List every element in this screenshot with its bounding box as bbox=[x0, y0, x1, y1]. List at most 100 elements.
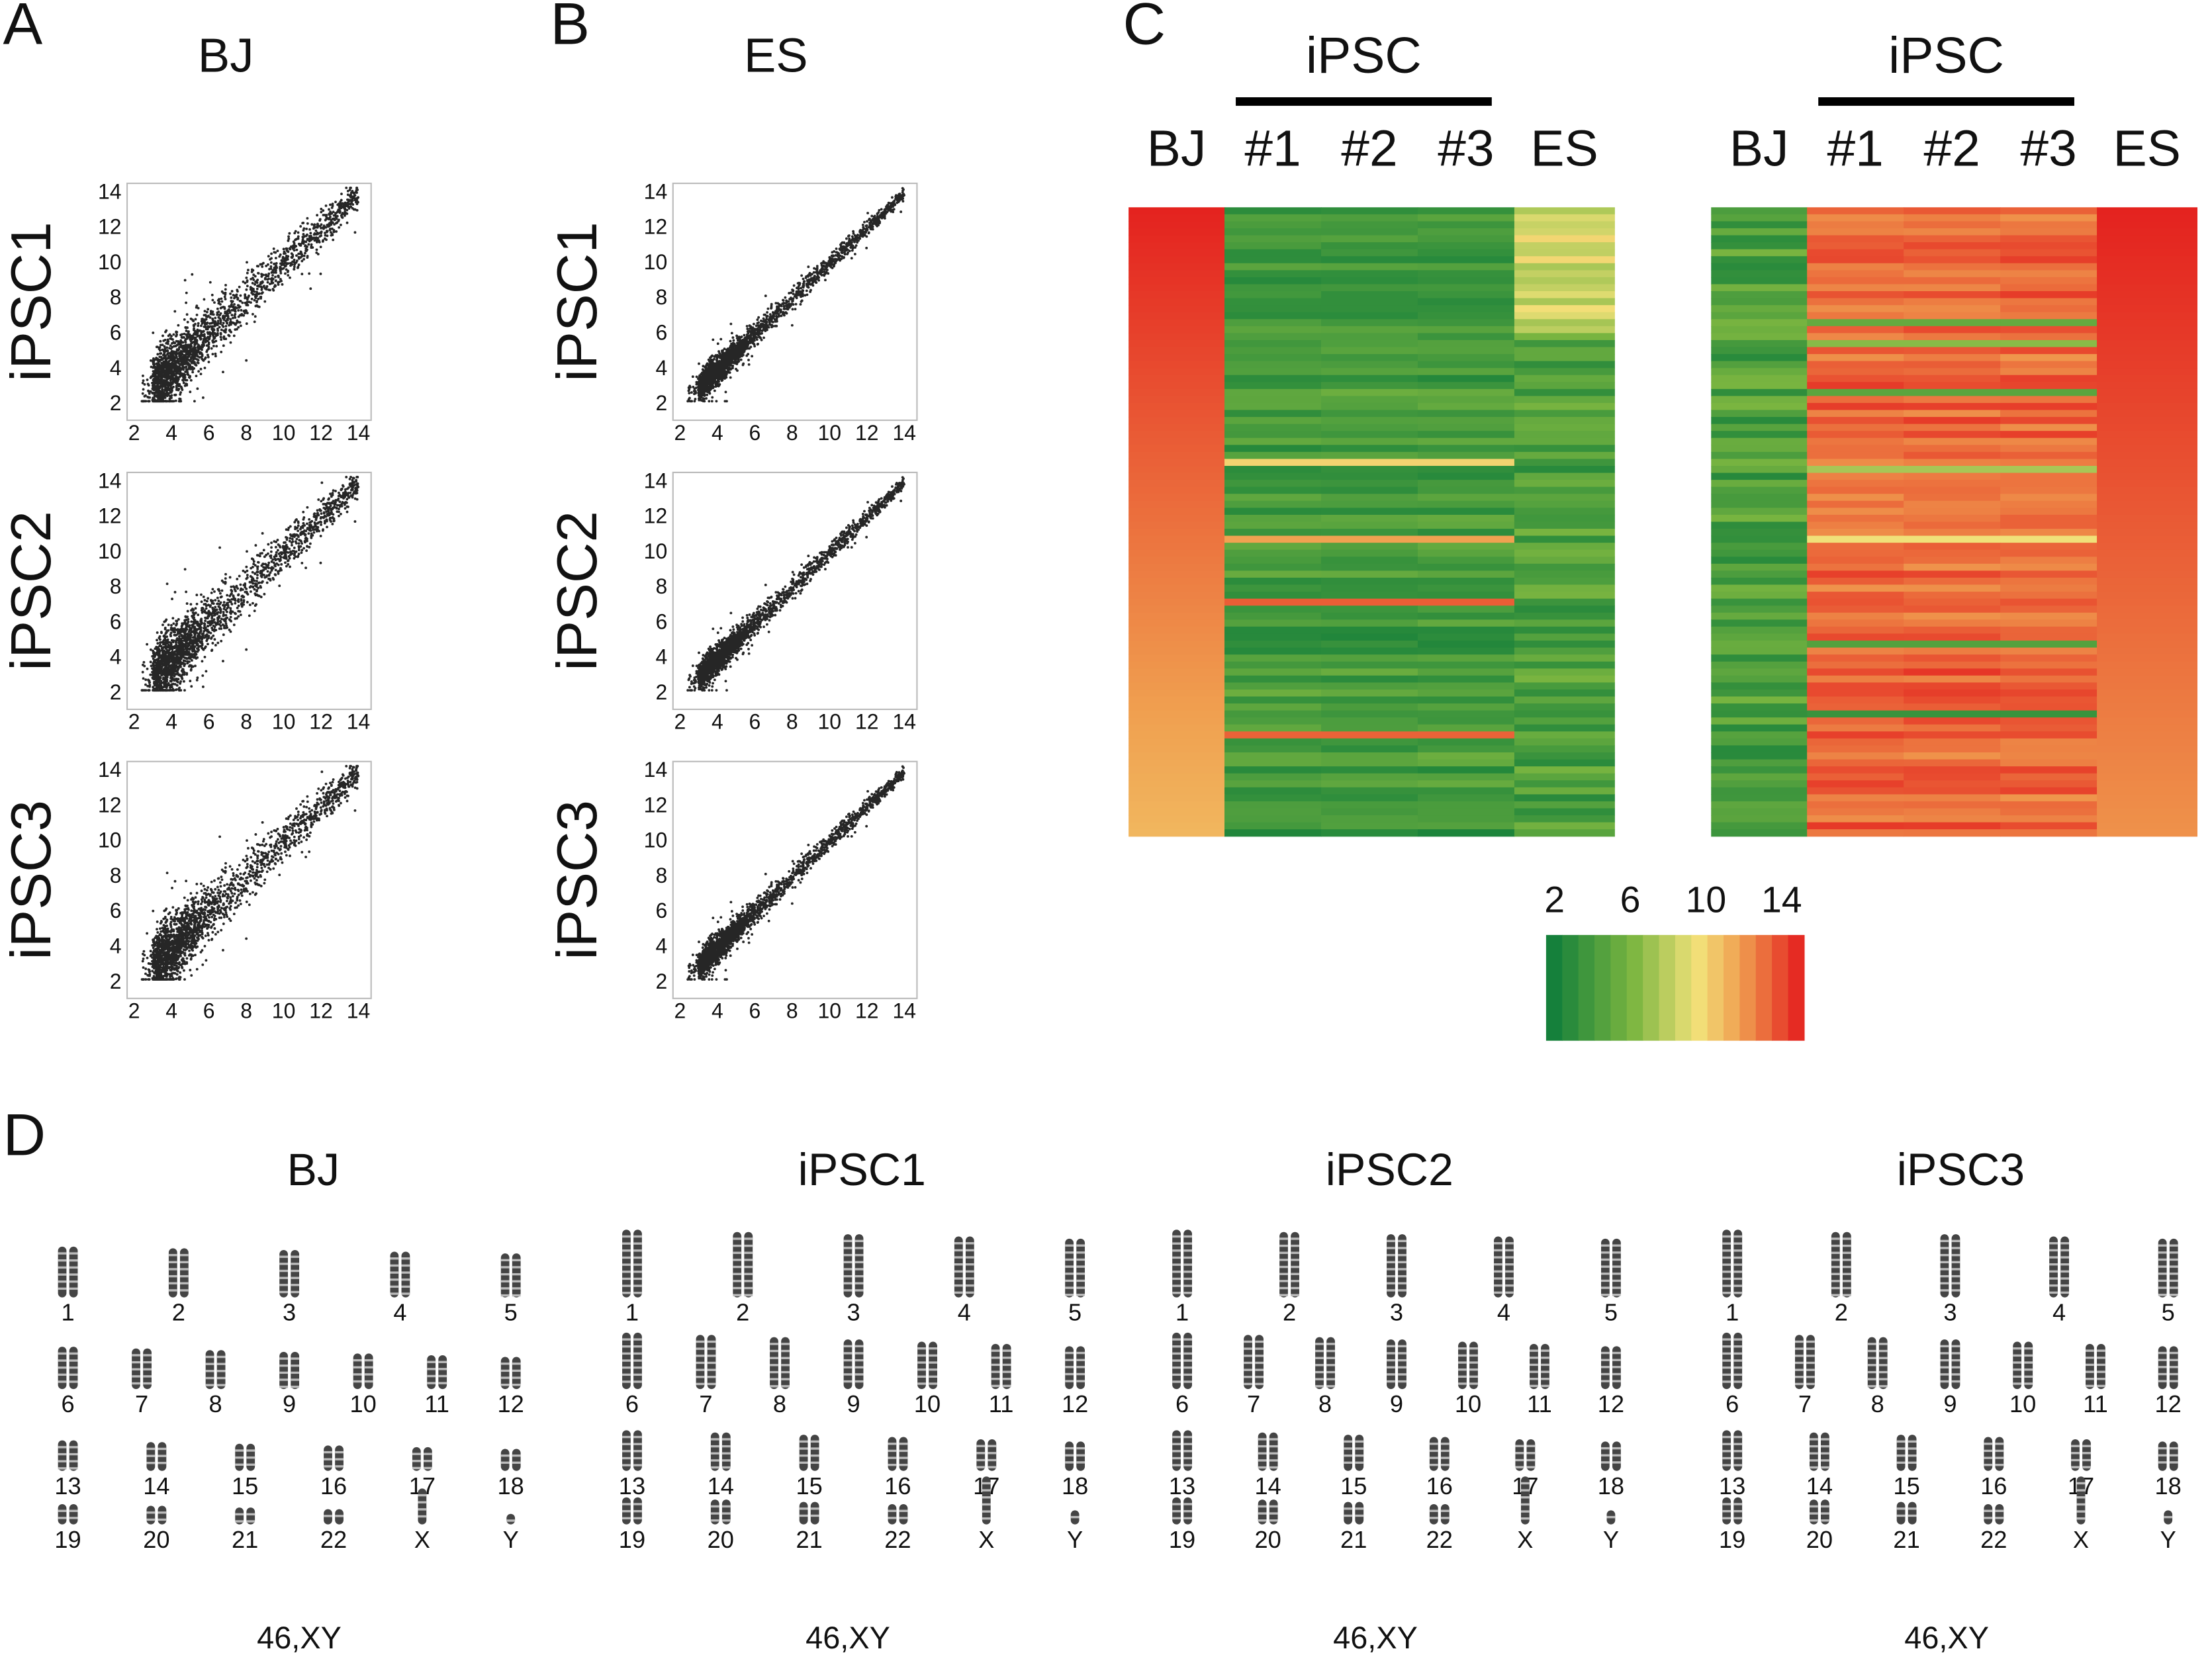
chromosome-band bbox=[622, 1373, 631, 1376]
chromosome-band bbox=[438, 1368, 447, 1370]
chromosome-band bbox=[1821, 1466, 1829, 1469]
colorbar-band bbox=[1739, 934, 1757, 1041]
heatmap-cell bbox=[2000, 668, 2097, 676]
chromosome-band bbox=[58, 1252, 67, 1255]
heatmap-cell bbox=[1224, 598, 1322, 606]
chromosome-band bbox=[1530, 1363, 1538, 1366]
chromosome-band bbox=[1398, 1275, 1406, 1278]
heatmap-cell bbox=[1904, 689, 2001, 697]
heatmap-cell bbox=[1807, 402, 1904, 411]
chromosome-label: 20 bbox=[143, 1526, 169, 1553]
chromosome bbox=[506, 1513, 516, 1525]
chromosome-band bbox=[799, 1454, 808, 1457]
chromosome-band bbox=[1821, 1519, 1829, 1522]
heatmap-cell bbox=[1417, 396, 1515, 404]
heatmap-cell bbox=[1514, 584, 1615, 592]
heatmap-cell bbox=[1129, 472, 1225, 480]
chromosome-label: X bbox=[1517, 1526, 1533, 1553]
heatmap-cell bbox=[2000, 326, 2097, 334]
x-tick-label: 10 bbox=[272, 710, 296, 734]
chromosome bbox=[1344, 1501, 1353, 1525]
heatmap-cell bbox=[2000, 654, 2097, 662]
heatmap-cell bbox=[2000, 682, 2097, 690]
heatmap-cell bbox=[2000, 319, 2097, 327]
chromosome-label: 4 bbox=[393, 1299, 406, 1326]
chromosome-band bbox=[1733, 1359, 1743, 1362]
chromosome-band bbox=[1076, 1372, 1085, 1376]
karyotype-result: 46,XY bbox=[1904, 1621, 1989, 1655]
heatmap-cell bbox=[1417, 284, 1515, 292]
chromosome-band bbox=[1326, 1364, 1335, 1366]
chromosome-band bbox=[279, 1255, 288, 1258]
chromosome-band bbox=[1255, 1347, 1264, 1350]
chromosome-band bbox=[2158, 1286, 2167, 1289]
heatmap-cell bbox=[1904, 228, 2001, 236]
x-tick-label: 12 bbox=[309, 710, 333, 734]
heatmap-cell bbox=[1224, 361, 1322, 369]
heatmap-cell bbox=[1129, 382, 1225, 390]
chromosome-band bbox=[324, 1465, 332, 1468]
chromosome-band bbox=[1398, 1282, 1406, 1284]
chromosome-band bbox=[1183, 1277, 1192, 1280]
heatmap-cell bbox=[1711, 808, 1808, 816]
chromosome-band bbox=[1065, 1372, 1074, 1376]
chromosome bbox=[146, 1505, 156, 1525]
chromosome-band bbox=[622, 1435, 631, 1439]
chromosome-band bbox=[1494, 1277, 1502, 1280]
chromosome-band bbox=[622, 1517, 631, 1520]
chromosome-band bbox=[1831, 1265, 1840, 1269]
y-tick-label: 4 bbox=[655, 934, 667, 958]
chromosome-band bbox=[991, 1378, 1000, 1380]
heatmap-cell bbox=[1224, 214, 1322, 222]
chromosome-band bbox=[1505, 1256, 1514, 1259]
heatmap-cell bbox=[1904, 354, 2001, 362]
heatmap-cell bbox=[1224, 829, 1322, 837]
heatmap-cell bbox=[1417, 682, 1515, 690]
chromosome-band bbox=[622, 1263, 631, 1266]
heatmap-cell bbox=[1224, 486, 1322, 494]
chromosome-band bbox=[633, 1435, 642, 1439]
chromosome-band bbox=[929, 1354, 937, 1357]
heatmap-cell bbox=[1807, 738, 1904, 746]
chromosome-label: 5 bbox=[504, 1299, 518, 1326]
heatmap-cell bbox=[1514, 703, 1615, 711]
chromosome-band bbox=[721, 1512, 731, 1515]
chromosome-band bbox=[1398, 1359, 1406, 1362]
chromosome-band bbox=[1183, 1249, 1192, 1252]
heatmap-cell bbox=[2000, 703, 2097, 711]
x-tick-label: 8 bbox=[786, 421, 798, 445]
chromosome-band bbox=[2060, 1263, 2069, 1266]
chromosome-band bbox=[1291, 1244, 1299, 1247]
heatmap-cell bbox=[1711, 235, 1808, 243]
chromosome-band bbox=[1291, 1259, 1299, 1261]
chromosome bbox=[512, 1449, 521, 1471]
heatmap-cell bbox=[1514, 402, 1615, 411]
heatmap-cell bbox=[2000, 472, 2097, 480]
heatmap-cell bbox=[1129, 508, 1225, 515]
chromosome-label: 3 bbox=[1943, 1299, 1957, 1326]
chromosome-band bbox=[438, 1382, 447, 1384]
heatmap-cell bbox=[1904, 361, 2001, 369]
heatmap-cell bbox=[1129, 256, 1225, 264]
panel-label: B bbox=[550, 0, 590, 56]
chromosome-band bbox=[1940, 1345, 1949, 1348]
heatmap-cell bbox=[1514, 221, 1615, 229]
chromosome-label: 14 bbox=[143, 1472, 169, 1500]
chromosome-label: 7 bbox=[1798, 1390, 1812, 1417]
chromosome-band bbox=[622, 1284, 631, 1287]
heatmap-cell bbox=[1320, 256, 1418, 264]
chromosome-band bbox=[1172, 1345, 1181, 1348]
heatmap-cell bbox=[1807, 480, 1904, 488]
chromosome-band bbox=[633, 1464, 642, 1466]
chromosome bbox=[1429, 1503, 1438, 1525]
chromosome-band bbox=[1326, 1385, 1335, 1388]
chromosome-band bbox=[721, 1445, 731, 1448]
chromosome-band bbox=[733, 1286, 742, 1290]
chromosome-band bbox=[418, 1515, 427, 1518]
chromosome-band bbox=[512, 1273, 521, 1276]
heatmap-cell bbox=[1224, 242, 1322, 250]
chromosome-band bbox=[1951, 1239, 1960, 1243]
heatmap-cell bbox=[1807, 605, 1904, 613]
heatmap-cell bbox=[1129, 312, 1225, 320]
chromosome-band bbox=[696, 1347, 705, 1350]
